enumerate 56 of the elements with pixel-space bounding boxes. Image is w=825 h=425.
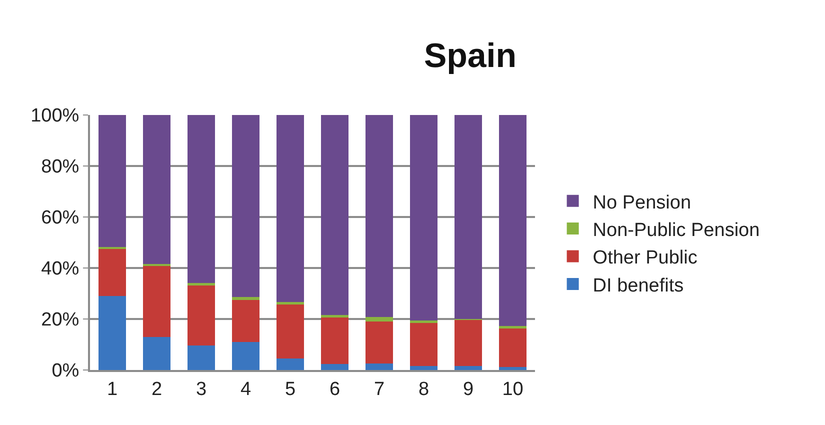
bar bbox=[142, 337, 171, 370]
bar bbox=[454, 366, 482, 370]
bar bbox=[187, 115, 216, 284]
x-tick-label: 9 bbox=[462, 378, 474, 400]
bar bbox=[410, 366, 438, 370]
y-tick-label: 80% bbox=[41, 156, 80, 178]
y-tick-label: 100% bbox=[30, 106, 80, 127]
bar bbox=[98, 296, 126, 370]
y-tick-label: 20% bbox=[41, 310, 80, 331]
bar bbox=[365, 115, 394, 317]
y-tick-label: 40% bbox=[41, 258, 80, 280]
bar bbox=[498, 115, 527, 326]
y-tick-label: 0% bbox=[52, 360, 80, 382]
bar bbox=[187, 285, 216, 346]
x-tick-label: 1 bbox=[106, 378, 118, 400]
legend-label: Non-Public Pension bbox=[592, 220, 760, 241]
x-tick-label: 5 bbox=[284, 378, 296, 400]
bar bbox=[320, 364, 349, 370]
bar bbox=[232, 342, 260, 370]
bar bbox=[187, 345, 216, 370]
x-tick-label: 7 bbox=[374, 378, 385, 400]
bar bbox=[454, 115, 482, 319]
x-tick-label: 8 bbox=[418, 378, 430, 400]
x-tick-label: 2 bbox=[151, 378, 162, 400]
bar bbox=[498, 328, 527, 367]
legend-label: No Pension bbox=[592, 192, 692, 214]
bar bbox=[276, 304, 304, 358]
bar bbox=[498, 366, 527, 370]
chart-title: Spain bbox=[424, 37, 517, 76]
x-tick-label: 6 bbox=[329, 378, 340, 400]
legend-label: Other Public bbox=[592, 248, 698, 269]
x-tick-label: 10 bbox=[502, 378, 524, 400]
bar bbox=[320, 317, 349, 364]
bar bbox=[232, 297, 260, 300]
bar bbox=[410, 115, 438, 321]
bar bbox=[276, 302, 304, 304]
legend-label: DI benefits bbox=[592, 275, 684, 296]
bar bbox=[498, 326, 527, 328]
x-tick-label: 3 bbox=[196, 378, 207, 400]
bar bbox=[142, 266, 171, 338]
bar bbox=[276, 358, 304, 370]
bar bbox=[320, 314, 349, 318]
bar bbox=[320, 115, 349, 315]
x-tick-label: 4 bbox=[240, 378, 252, 400]
bar bbox=[365, 364, 394, 370]
bar bbox=[142, 115, 171, 264]
bar bbox=[98, 115, 126, 247]
bar bbox=[365, 322, 394, 364]
bar bbox=[232, 115, 260, 298]
bar bbox=[454, 320, 482, 366]
bar bbox=[410, 322, 438, 366]
bar bbox=[98, 248, 126, 296]
bar bbox=[365, 316, 394, 322]
y-tick-label: 60% bbox=[41, 208, 80, 229]
bar bbox=[232, 300, 260, 342]
bar bbox=[276, 115, 304, 302]
